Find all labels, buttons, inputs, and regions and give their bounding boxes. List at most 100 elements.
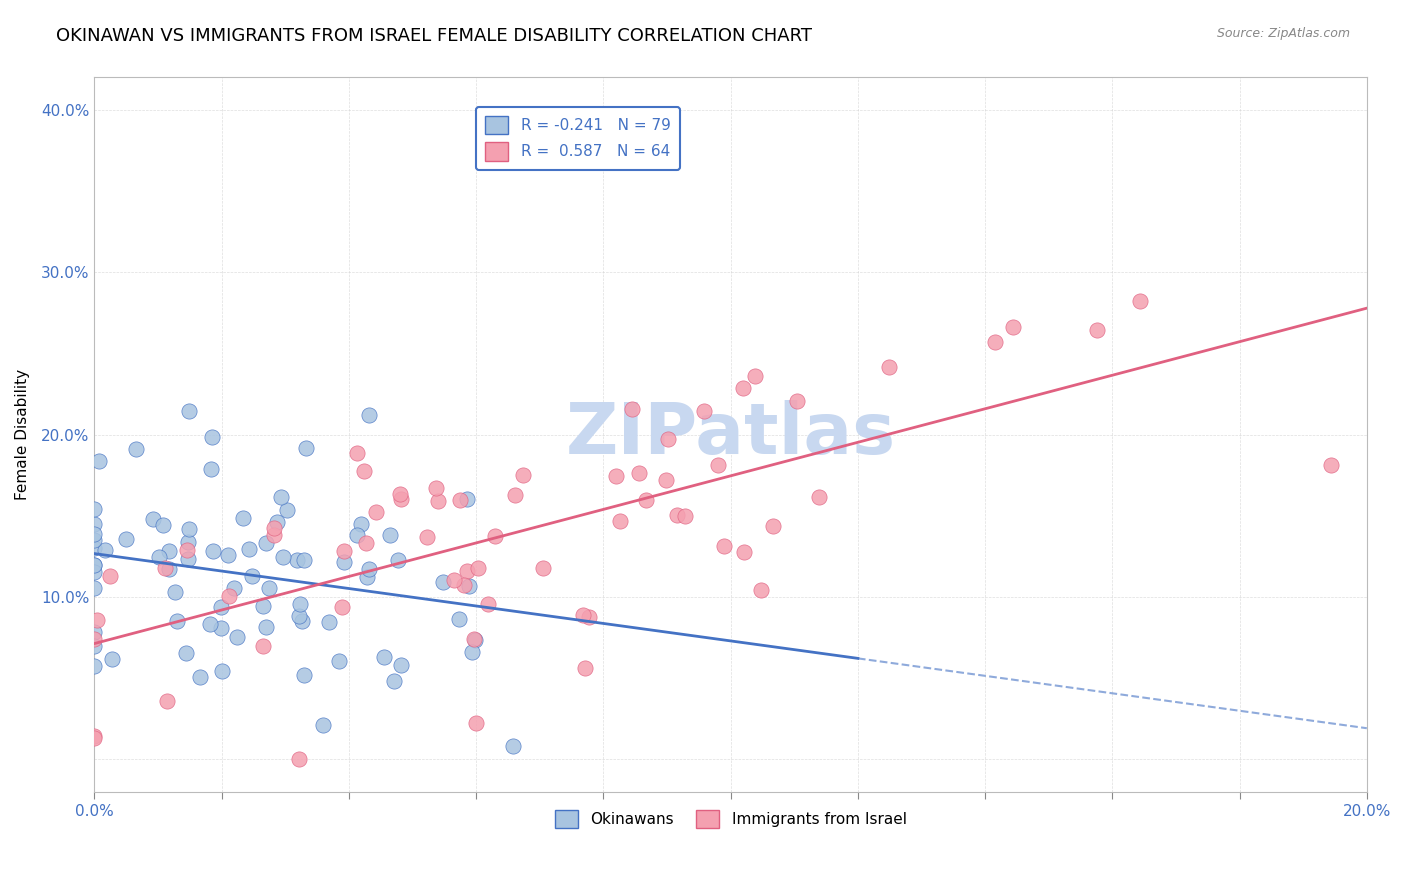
Point — [512, 467, 534, 482]
Point — [463, 632, 485, 647]
Point — [1001, 320, 1024, 334]
Point — [432, 574, 454, 589]
Point — [350, 517, 373, 532]
Point — [353, 463, 375, 477]
Point — [387, 553, 409, 567]
Legend: Okinawans, Immigrants from Israel: Okinawans, Immigrants from Israel — [548, 804, 912, 834]
Point — [292, 553, 315, 567]
Point — [263, 528, 285, 542]
Point — [83, 632, 105, 646]
Point — [357, 562, 380, 576]
Point — [389, 487, 412, 501]
Point — [159, 544, 181, 558]
Point — [166, 614, 188, 628]
Point — [318, 615, 340, 630]
Point — [83, 625, 105, 640]
Point — [83, 659, 105, 673]
Point — [346, 445, 368, 459]
Point — [83, 517, 105, 532]
Point — [456, 491, 478, 506]
Point — [252, 639, 274, 653]
Point — [209, 599, 232, 614]
Point — [287, 552, 309, 566]
Point — [416, 530, 439, 544]
Point — [713, 539, 735, 553]
Point — [425, 481, 447, 495]
Point — [98, 569, 121, 583]
Point — [443, 573, 465, 587]
Point — [115, 532, 138, 546]
Point — [295, 441, 318, 455]
Point — [1129, 293, 1152, 308]
Point — [749, 582, 772, 597]
Point — [254, 620, 277, 634]
Point — [224, 581, 246, 595]
Point — [276, 503, 298, 517]
Point — [200, 462, 222, 476]
Point — [252, 599, 274, 613]
Point — [177, 523, 200, 537]
Point — [163, 584, 186, 599]
Point — [288, 597, 311, 611]
Point — [188, 670, 211, 684]
Point — [209, 621, 232, 635]
Point — [786, 394, 808, 409]
Point — [83, 558, 105, 573]
Point — [657, 432, 679, 446]
Point — [201, 544, 224, 558]
Point — [333, 554, 356, 568]
Point — [238, 542, 260, 557]
Point — [467, 561, 489, 575]
Point — [266, 515, 288, 529]
Point — [240, 569, 263, 583]
Point — [572, 608, 595, 623]
Point — [176, 646, 198, 660]
Point — [288, 609, 311, 624]
Point — [621, 402, 644, 417]
Point — [1085, 323, 1108, 337]
Point — [83, 582, 105, 596]
Point — [83, 501, 105, 516]
Point — [464, 715, 486, 730]
Point — [574, 661, 596, 675]
Point — [232, 511, 254, 525]
Point — [762, 519, 785, 533]
Point — [346, 528, 368, 542]
Point — [87, 454, 110, 468]
Point — [287, 752, 309, 766]
Point — [94, 543, 117, 558]
Text: Source: ZipAtlas.com: Source: ZipAtlas.com — [1216, 27, 1350, 40]
Point — [83, 527, 105, 541]
Point — [292, 668, 315, 682]
Point — [744, 368, 766, 383]
Point — [153, 561, 176, 575]
Point — [378, 528, 401, 542]
Point — [177, 403, 200, 417]
Point — [157, 561, 180, 575]
Point — [226, 630, 249, 644]
Point — [706, 458, 728, 473]
Point — [125, 442, 148, 456]
Point — [211, 664, 233, 678]
Point — [627, 467, 650, 481]
Point — [427, 494, 450, 508]
Point — [364, 505, 387, 519]
Point — [449, 493, 471, 508]
Point — [731, 381, 754, 395]
Point — [461, 645, 484, 659]
Point — [655, 474, 678, 488]
Point — [291, 614, 314, 628]
Point — [83, 565, 105, 579]
Point — [447, 612, 470, 626]
Point — [254, 535, 277, 549]
Point — [328, 655, 350, 669]
Point — [100, 652, 122, 666]
Point — [373, 650, 395, 665]
Point — [357, 409, 380, 423]
Point — [457, 579, 479, 593]
Point — [502, 739, 524, 753]
Point — [391, 657, 413, 672]
Point — [1320, 458, 1343, 472]
Y-axis label: Female Disability: Female Disability — [15, 369, 30, 500]
Point — [156, 694, 179, 708]
